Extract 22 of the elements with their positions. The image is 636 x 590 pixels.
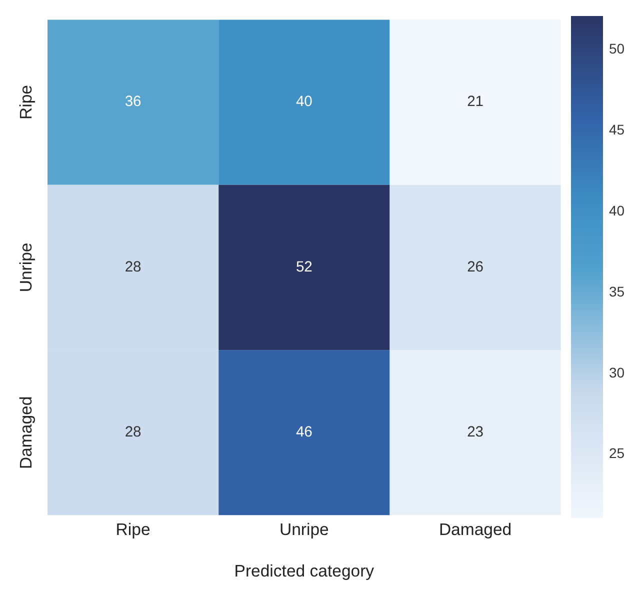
- data-label: 28: [124, 424, 142, 441]
- x-tick-label: Damaged: [438, 520, 512, 540]
- data-label: 36: [124, 94, 142, 110]
- color-bar-label: 35: [608, 283, 625, 300]
- data-label: 40: [296, 94, 312, 110]
- x-tick-label: Ripe: [116, 520, 150, 540]
- x-tick-label: Unripe: [279, 520, 329, 540]
- y-tick-label: Unripe: [16, 242, 36, 292]
- data-label: 26: [467, 259, 484, 276]
- color-bar-label: 50: [608, 40, 625, 56]
- data-label: 46: [296, 424, 312, 441]
- color-bar-label: 45: [608, 121, 625, 138]
- data-label: 23: [467, 424, 484, 441]
- color-bar-label: 40: [608, 202, 625, 218]
- data-label: 28: [124, 259, 142, 276]
- x-axis-title: Predicted category: [234, 561, 375, 580]
- data-label: 52: [296, 259, 312, 276]
- color-bar-label: 25: [608, 445, 625, 462]
- y-tick-label: Ripe: [16, 85, 36, 120]
- color-bar-label: 30: [608, 364, 625, 380]
- data-label: 21: [467, 94, 484, 110]
- y-tick-label: Damaged: [16, 396, 36, 470]
